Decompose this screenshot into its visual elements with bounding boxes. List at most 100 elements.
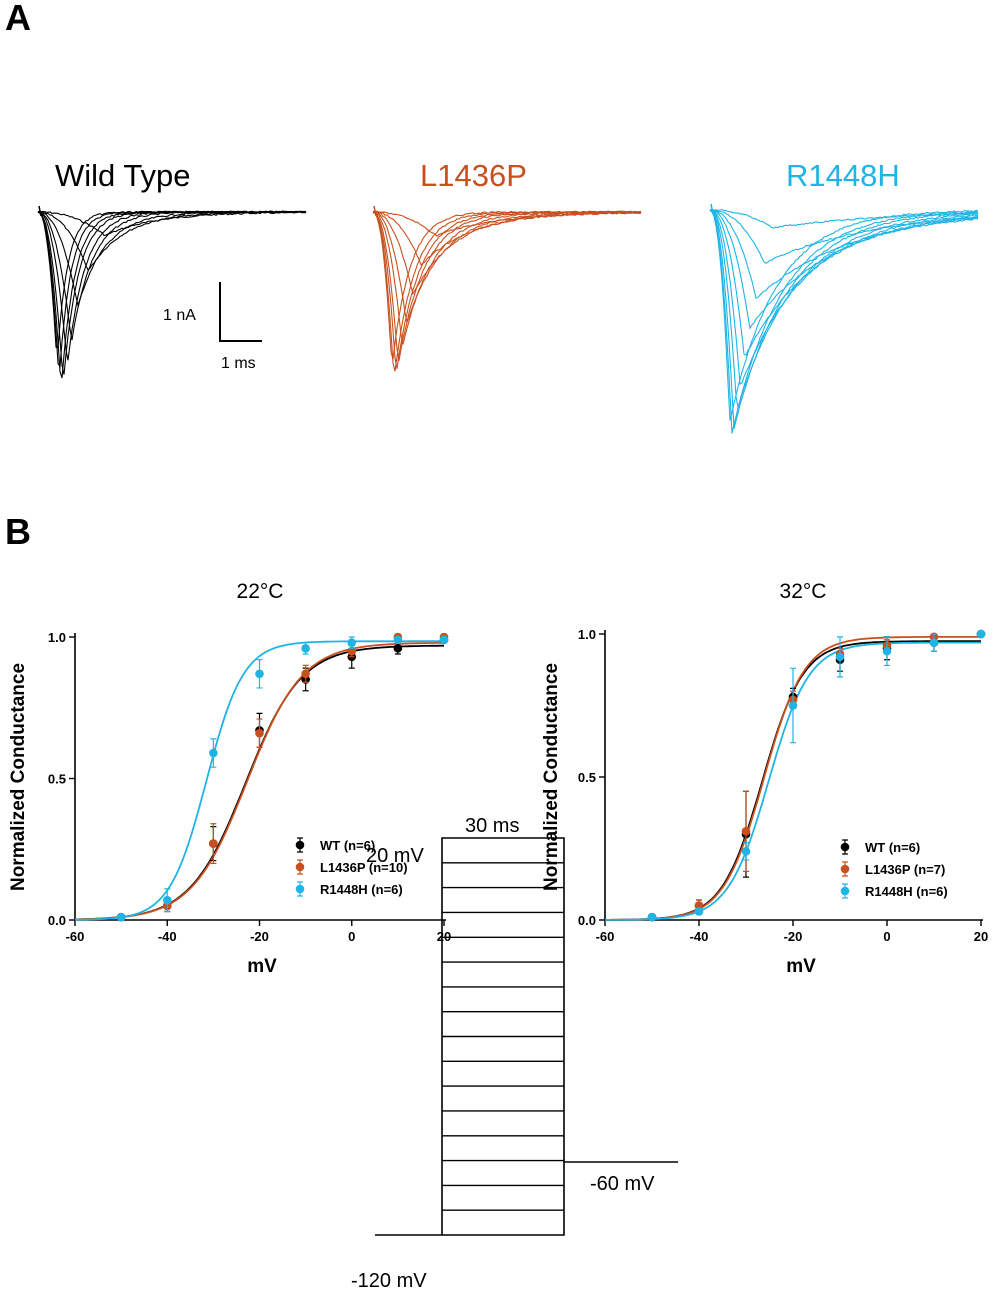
legend-label: R1448H (n=6) bbox=[320, 882, 403, 897]
data-point bbox=[976, 629, 986, 639]
y-axis-label: Normalized Conductance bbox=[8, 663, 29, 891]
capacitive-artifact bbox=[710, 203, 714, 215]
y-tick-label: 1.0 bbox=[578, 627, 596, 642]
panel-label-a: A bbox=[5, 0, 31, 38]
chart-title: 22°C bbox=[237, 580, 284, 603]
y-tick-label: 1.0 bbox=[48, 630, 66, 645]
scale-bar-lines bbox=[219, 282, 262, 342]
legend-marker bbox=[295, 862, 305, 872]
protocol-holding-after: -60 mV bbox=[590, 1173, 655, 1195]
trace-title-l1436p: L1436P bbox=[420, 158, 527, 193]
current-trace bbox=[709, 210, 979, 434]
capacitive-artifact bbox=[38, 205, 42, 217]
current-trace bbox=[372, 211, 642, 266]
protocol-outline bbox=[375, 837, 678, 1236]
current-trace bbox=[372, 210, 642, 237]
data-point bbox=[393, 644, 403, 653]
y-tick-label: 0.0 bbox=[578, 913, 596, 928]
scale-bar-current-label: 1 nA bbox=[163, 307, 196, 324]
current-trace bbox=[37, 210, 307, 368]
x-tick-label: -60 bbox=[596, 929, 615, 944]
data-point bbox=[209, 839, 218, 848]
scale-bar: 1 nA 1 ms bbox=[163, 282, 262, 372]
protocol-steps bbox=[442, 862, 564, 1211]
current-trace bbox=[709, 209, 979, 429]
data-point bbox=[929, 638, 939, 647]
data-point bbox=[347, 646, 357, 656]
data-point bbox=[882, 646, 892, 656]
data-point bbox=[116, 912, 126, 922]
legend-marker bbox=[840, 842, 850, 852]
y-tick-label: 0.5 bbox=[578, 770, 596, 785]
current-trace bbox=[709, 209, 979, 421]
trace-set-l1436p bbox=[372, 205, 642, 372]
current-trace bbox=[38, 210, 307, 308]
y-tick-label: 0.5 bbox=[48, 772, 66, 787]
data-point bbox=[788, 701, 798, 710]
current-trace bbox=[372, 211, 642, 296]
chart-22c: 22°C Normalized Conductance mV -60 -40 -20… bbox=[8, 580, 451, 977]
x-axis-label: mV bbox=[247, 956, 277, 977]
legend-label: R1448H (n=6) bbox=[865, 884, 948, 899]
current-trace bbox=[37, 210, 307, 361]
trace-set-wild-type bbox=[37, 205, 307, 379]
voltage-protocol: 20 mV 30 ms -60 mV -120 mV bbox=[351, 815, 678, 1292]
data-point bbox=[255, 669, 264, 679]
data-point bbox=[393, 635, 403, 645]
scale-bar-time-label: 1 ms bbox=[221, 355, 256, 372]
data-point bbox=[835, 652, 845, 662]
data-point bbox=[647, 912, 657, 922]
current-trace bbox=[709, 209, 979, 356]
x-tick-label: 20 bbox=[437, 929, 451, 944]
capacitive-artifact bbox=[373, 205, 377, 217]
protocol-top-voltage: 20 mV bbox=[366, 845, 424, 867]
x-tick-label: -40 bbox=[158, 929, 177, 944]
legend-label: WT (n=6) bbox=[320, 838, 375, 853]
current-trace bbox=[37, 210, 307, 349]
data-point bbox=[255, 728, 264, 738]
legend-marker bbox=[840, 886, 850, 896]
legend-label: L1436P (n=10) bbox=[320, 860, 408, 875]
legend-label: WT (n=6) bbox=[865, 840, 920, 855]
trace-title-r1448h: R1448H bbox=[786, 158, 900, 193]
x-tick-label: -60 bbox=[66, 929, 85, 944]
data-point bbox=[301, 669, 310, 679]
data-point bbox=[741, 827, 751, 836]
current-trace bbox=[372, 210, 642, 361]
legend-marker bbox=[840, 864, 850, 874]
x-tick-label: -20 bbox=[784, 929, 803, 944]
data-point bbox=[439, 635, 449, 645]
legend-marker bbox=[295, 884, 305, 894]
x-tick-label: -20 bbox=[250, 929, 269, 944]
data-point bbox=[694, 907, 704, 916]
fit-curve bbox=[74, 640, 444, 921]
current-trace bbox=[372, 210, 642, 372]
chart-32c: 32°C Normalized Conductance mV -60 -40 -20… bbox=[541, 580, 988, 977]
x-tick-label: 20 bbox=[974, 929, 988, 944]
current-trace bbox=[372, 210, 642, 369]
trace-title-wild-type: Wild Type bbox=[55, 158, 191, 193]
current-trace bbox=[709, 208, 979, 264]
panel-label-b: B bbox=[5, 511, 31, 552]
x-tick-label: -40 bbox=[690, 929, 709, 944]
data-point bbox=[347, 638, 357, 647]
legend-label: L1436P (n=7) bbox=[865, 862, 945, 877]
y-axis-label: Normalized Conductance bbox=[541, 663, 562, 891]
current-trace bbox=[709, 209, 979, 408]
data-point bbox=[209, 748, 218, 758]
current-trace bbox=[372, 210, 642, 360]
x-tick-label: 0 bbox=[883, 929, 890, 944]
panel-a-current-traces: Wild Type L1436P R1448H 1 nA 1 ms bbox=[37, 158, 979, 434]
legend-marker bbox=[295, 840, 305, 850]
data-point bbox=[301, 644, 310, 653]
fit-curve bbox=[75, 642, 444, 921]
data-point bbox=[741, 847, 751, 856]
chart-title: 32°C bbox=[780, 580, 827, 603]
trace-set-r1448h bbox=[709, 203, 979, 434]
y-tick-label: 0.0 bbox=[48, 913, 66, 928]
protocol-duration: 30 ms bbox=[465, 815, 519, 837]
x-axis-label: mV bbox=[786, 956, 816, 977]
data-point bbox=[162, 895, 172, 905]
x-tick-label: 0 bbox=[348, 929, 355, 944]
